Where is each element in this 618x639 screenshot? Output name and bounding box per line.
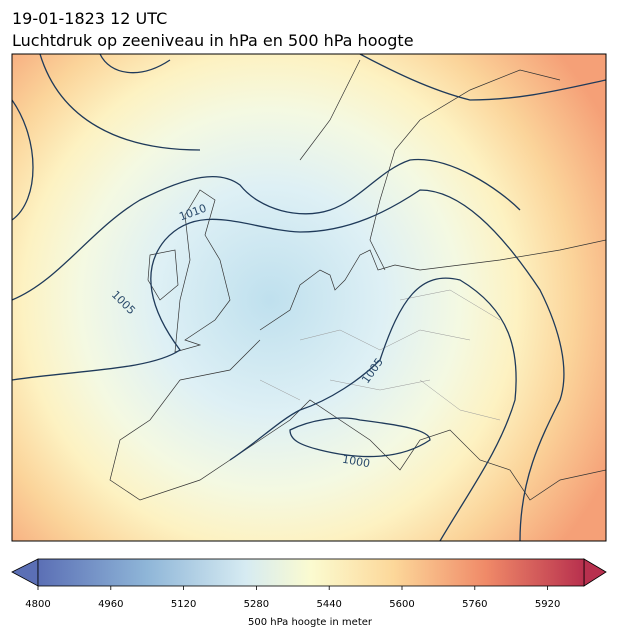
colorbar-extend-low bbox=[11, 558, 39, 587]
map: 1010 1005 1005 1000 bbox=[12, 54, 606, 541]
colorbar-extend-high bbox=[583, 558, 607, 587]
colorbar-tick-label: 5760 bbox=[462, 599, 487, 610]
colorbar-tick-label: 5440 bbox=[316, 599, 341, 610]
colorbar-tick-label: 5280 bbox=[244, 599, 269, 610]
colorbar-tick-label: 5600 bbox=[389, 599, 414, 610]
colorbar-tick-label: 5120 bbox=[171, 599, 196, 610]
colorbar-tick-label: 4960 bbox=[98, 599, 123, 610]
isobar bbox=[12, 158, 521, 301]
colorbar-body bbox=[37, 558, 585, 587]
title: 19-01-1823 12 UTC bbox=[12, 9, 167, 28]
isobar bbox=[12, 54, 606, 221]
colorbar-label: 500 hPa hoogte in meter bbox=[248, 617, 373, 628]
colorbar-tick-label: 5920 bbox=[535, 599, 560, 610]
isobar bbox=[229, 277, 517, 541]
map-frame bbox=[11, 53, 607, 542]
colorbar bbox=[11, 558, 607, 587]
isobar bbox=[289, 417, 431, 458]
borders bbox=[259, 289, 501, 421]
contour-label: 1000 bbox=[341, 453, 371, 471]
height-field bbox=[12, 54, 606, 541]
isobar bbox=[12, 189, 565, 541]
subtitle: Luchtdruk op zeeniveau in hPa en 500 hPa… bbox=[12, 31, 414, 50]
coastline bbox=[109, 59, 606, 501]
colorbar-tick-label: 4800 bbox=[25, 599, 50, 610]
